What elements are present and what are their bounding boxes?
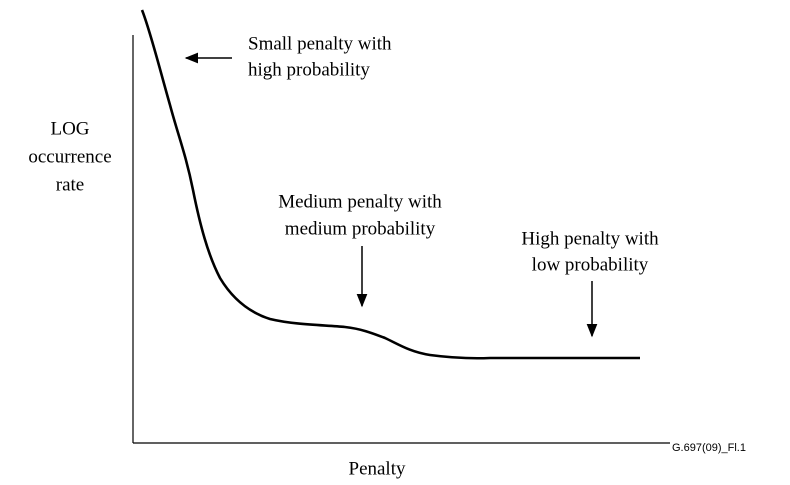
figure-id: G.697(09)_Fl.1 [672, 442, 746, 454]
annotation: high probability [248, 59, 370, 80]
annotation: High penalty with [521, 228, 659, 249]
annotation: Small penalty with [248, 33, 392, 54]
annotation: Medium penalty with [278, 191, 442, 212]
y-label: LOG [50, 118, 89, 139]
annotation: low probability [532, 254, 649, 275]
curve [140, 9, 640, 360]
annotation: medium probability [285, 218, 436, 239]
y-label: occurrence [28, 146, 111, 167]
x-label: Penalty [349, 458, 406, 479]
y-label: rate [56, 174, 84, 195]
